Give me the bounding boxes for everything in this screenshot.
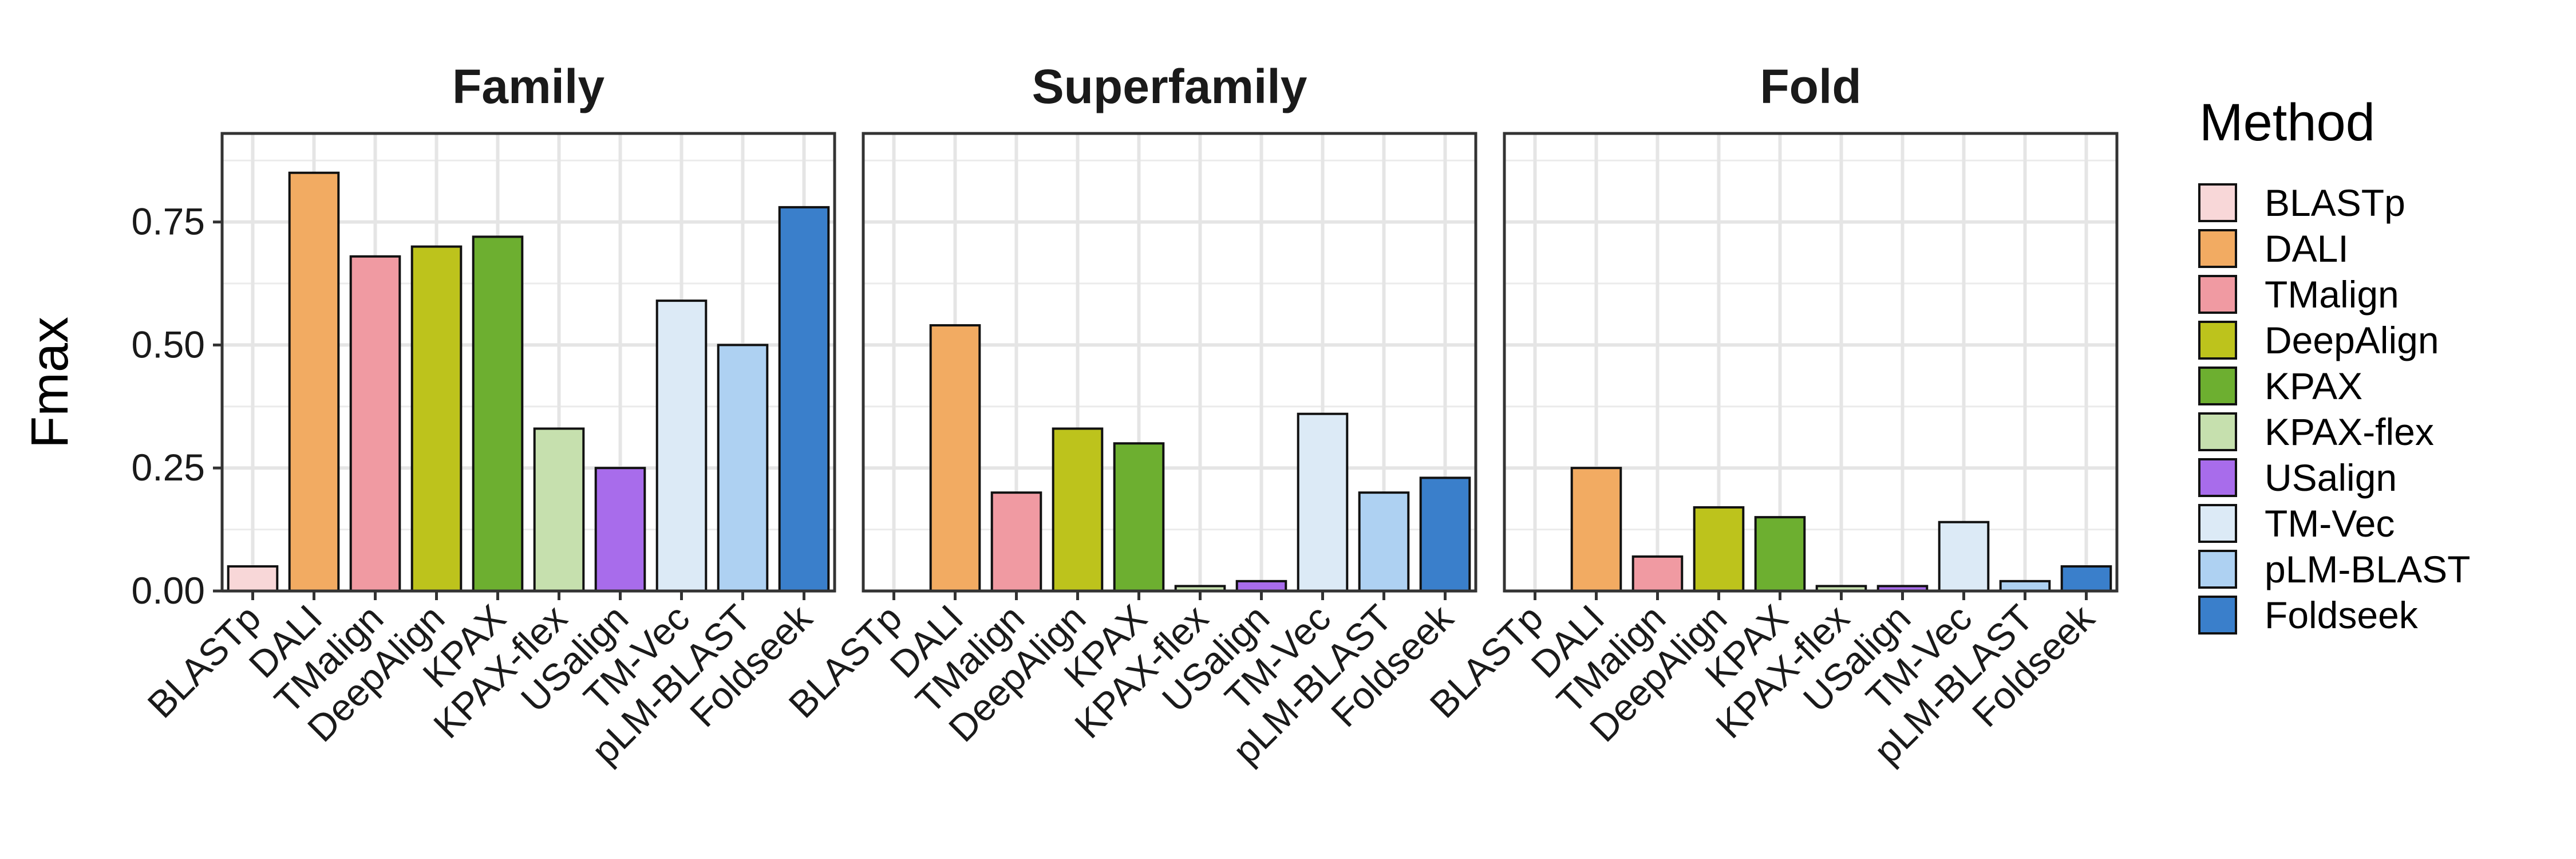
legend-label-blastp: BLASTp bbox=[2265, 182, 2405, 224]
legend-swatch-blastp bbox=[2198, 183, 2237, 222]
legend-swatch-deepalign bbox=[2198, 321, 2237, 360]
legend-swatch-plm-blast bbox=[2198, 550, 2237, 589]
y-tick-label: 0.50 bbox=[132, 323, 205, 365]
bar-superfamily-tm-vec bbox=[1297, 412, 1349, 592]
legend-label-tmalign: TMalign bbox=[2265, 273, 2399, 316]
bar-fold-tmalign bbox=[1631, 555, 1684, 593]
bar-superfamily-dali bbox=[929, 324, 981, 592]
legend-label-deepalign: DeepAlign bbox=[2265, 319, 2439, 361]
legend-swatch-foldseek bbox=[2198, 596, 2237, 635]
legend-swatch-tm-vec bbox=[2198, 504, 2237, 543]
legend-swatch-kpax bbox=[2198, 367, 2237, 405]
legend-label-dali: DALI bbox=[2265, 227, 2349, 270]
y-tick-label: 0.75 bbox=[132, 200, 205, 243]
bar-fold-dali bbox=[1570, 467, 1622, 592]
bar-superfamily-plm-blast bbox=[1358, 491, 1410, 593]
y-axis-title: Fmax bbox=[21, 317, 79, 448]
bar-family-tm-vec bbox=[655, 300, 708, 593]
bar-superfamily-deepalign bbox=[1052, 427, 1104, 593]
panel-title-family: Family bbox=[452, 60, 605, 113]
bar-superfamily-kpax bbox=[1113, 442, 1165, 592]
bar-family-usalign bbox=[594, 467, 646, 592]
bar-family-foldseek bbox=[778, 206, 830, 592]
legend-swatch-kpax-flex bbox=[2198, 412, 2237, 451]
panel-title-fold: Fold bbox=[1760, 60, 1861, 113]
legend-swatch-tmalign bbox=[2198, 275, 2237, 314]
bar-fold-kpax bbox=[1754, 516, 1806, 592]
legend-label-kpax: KPAX bbox=[2265, 365, 2362, 407]
panel-border bbox=[220, 132, 836, 593]
bar-family-deepalign bbox=[410, 245, 463, 592]
panel-border bbox=[1503, 132, 2119, 593]
legend-label-usalign: USalign bbox=[2265, 456, 2397, 499]
legend-swatch-usalign bbox=[2198, 458, 2237, 497]
bar-fold-deepalign bbox=[1693, 506, 1745, 592]
bar-family-plm-blast bbox=[717, 344, 769, 592]
bar-family-dali bbox=[288, 171, 340, 592]
y-tick-label: 0.25 bbox=[132, 446, 205, 488]
legend-title: Method bbox=[2199, 93, 2375, 152]
legend-label-foldseek: Foldseek bbox=[2265, 594, 2419, 636]
bar-fold-foldseek bbox=[2060, 565, 2112, 593]
bar-superfamily-tmalign bbox=[990, 491, 1042, 593]
bar-family-kpax bbox=[472, 235, 524, 592]
bar-family-kpax-flex bbox=[533, 427, 585, 593]
legend-label-plm-blast: pLM-BLAST bbox=[2265, 548, 2470, 590]
bar-family-blastp bbox=[227, 565, 279, 593]
bar-superfamily-foldseek bbox=[1419, 476, 1471, 592]
bar-fold-plm-blast bbox=[1999, 580, 2051, 592]
bar-fold-tm-vec bbox=[1938, 521, 1990, 593]
panel-title-superfamily: Superfamily bbox=[1032, 60, 1307, 113]
bar-superfamily-usalign bbox=[1235, 580, 1287, 592]
bar-family-tmalign bbox=[349, 255, 401, 592]
y-tick-label: 0.00 bbox=[132, 569, 205, 612]
legend-label-tm-vec: TM-Vec bbox=[2265, 502, 2395, 545]
legend-swatch-dali bbox=[2198, 229, 2237, 268]
legend-label-kpax-flex: KPAX-flex bbox=[2265, 411, 2434, 453]
panel-border bbox=[862, 132, 1477, 593]
